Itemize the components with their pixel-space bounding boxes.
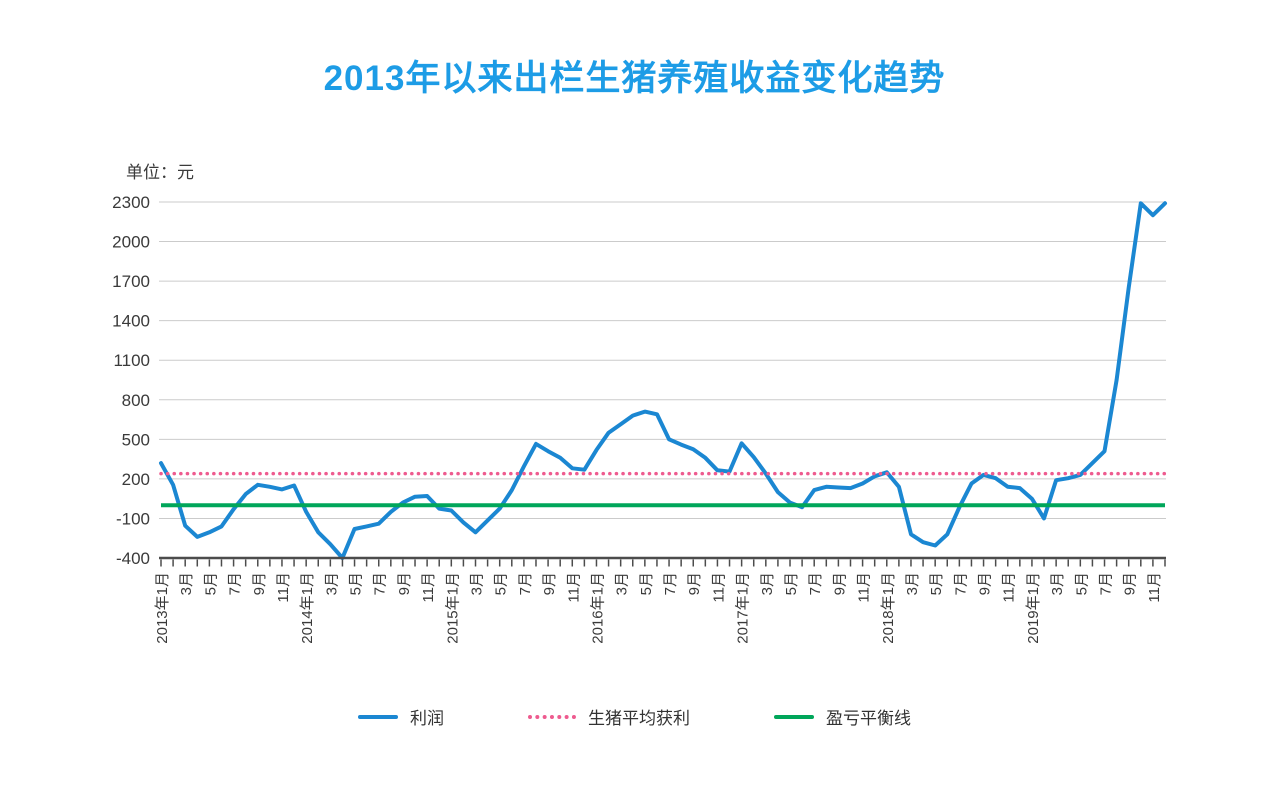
- svg-text:7月: 7月: [227, 572, 244, 595]
- x-axis-ticks: [160, 559, 1166, 567]
- svg-text:7月: 7月: [372, 572, 389, 595]
- svg-text:9月: 9月: [686, 572, 703, 595]
- svg-text:5月: 5月: [638, 572, 655, 595]
- svg-text:3月: 3月: [1049, 572, 1066, 595]
- legend-label-avg-profit: 生猪平均获利: [588, 709, 690, 728]
- svg-text:9月: 9月: [541, 572, 558, 595]
- gridlines: [159, 201, 1166, 519]
- svg-text:3月: 3月: [759, 572, 776, 595]
- svg-text:9月: 9月: [831, 572, 848, 595]
- profit-line-swatch: [358, 714, 398, 719]
- svg-text:3月: 3月: [614, 572, 631, 595]
- svg-text:1700: 1700: [112, 272, 150, 291]
- svg-text:9月: 9月: [977, 572, 994, 595]
- chart-title: 2013年以来出栏生猪养殖收益变化趋势: [323, 59, 946, 98]
- svg-text:5月: 5月: [493, 572, 510, 595]
- x-axis-tick-labels: 2013年1月 3月 5月 7月 9月 11月 2014年1月 3月 5月 7月 9月 11月 2015…: [154, 572, 1163, 644]
- svg-text:9月: 9月: [1122, 572, 1139, 595]
- svg-text:11月: 11月: [565, 572, 582, 603]
- legend-label-profit: 利润: [410, 709, 444, 728]
- svg-text:2013年1月: 2013年1月: [154, 572, 171, 644]
- svg-text:9月: 9月: [251, 572, 268, 595]
- svg-text:-100: -100: [116, 509, 150, 528]
- svg-text:9月: 9月: [396, 572, 413, 595]
- svg-text:2000: 2000: [112, 233, 150, 252]
- svg-text:5月: 5月: [783, 572, 800, 595]
- svg-text:2017年1月: 2017年1月: [735, 572, 752, 644]
- svg-text:3月: 3月: [323, 572, 340, 595]
- breakeven-line-swatch: [774, 714, 814, 719]
- svg-text:3月: 3月: [178, 572, 195, 595]
- svg-text:7月: 7月: [807, 572, 824, 595]
- svg-text:1400: 1400: [112, 312, 150, 331]
- unit-label: 单位：元: [126, 163, 194, 182]
- svg-text:11月: 11月: [275, 572, 292, 603]
- y-axis-tick-labels: 2300 2000 1700 1400 1100 800 500 200 -100 -400: [112, 193, 150, 568]
- chart-legend: 利润 生猪平均获利 盈亏平衡线: [0, 704, 1269, 729]
- svg-text:1100: 1100: [113, 351, 150, 370]
- svg-text:3月: 3月: [469, 572, 486, 595]
- avg-profit-line-swatch: [528, 714, 576, 719]
- svg-text:2300: 2300: [112, 193, 150, 212]
- svg-text:5月: 5月: [928, 572, 945, 595]
- svg-text:2016年1月: 2016年1月: [589, 572, 606, 644]
- legend-item-breakeven: 盈亏平衡线: [774, 704, 911, 729]
- svg-text:11月: 11月: [856, 572, 873, 603]
- svg-text:7月: 7月: [952, 572, 969, 595]
- svg-text:2015年1月: 2015年1月: [444, 572, 461, 644]
- svg-text:2019年1月: 2019年1月: [1025, 572, 1042, 644]
- svg-text:7月: 7月: [517, 572, 534, 595]
- svg-text:5月: 5月: [202, 572, 219, 595]
- svg-text:11月: 11月: [420, 572, 437, 603]
- svg-text:200: 200: [122, 470, 150, 489]
- svg-text:7月: 7月: [1098, 572, 1115, 595]
- legend-item-profit: 利润: [358, 704, 444, 729]
- svg-text:500: 500: [122, 430, 150, 449]
- svg-text:2014年1月: 2014年1月: [299, 572, 316, 644]
- svg-text:5月: 5月: [348, 572, 365, 595]
- legend-item-avg-profit: 生猪平均获利: [528, 704, 690, 729]
- svg-text:3月: 3月: [904, 572, 921, 595]
- svg-text:800: 800: [122, 391, 150, 410]
- legend-label-breakeven: 盈亏平衡线: [826, 709, 911, 728]
- svg-text:11月: 11月: [1001, 572, 1018, 603]
- profit-line-series: [159, 201, 1167, 560]
- svg-text:11月: 11月: [1146, 572, 1163, 603]
- svg-text:11月: 11月: [710, 572, 727, 603]
- svg-text:2018年1月: 2018年1月: [880, 572, 897, 644]
- svg-text:7月: 7月: [662, 572, 679, 595]
- svg-text:5月: 5月: [1073, 572, 1090, 595]
- svg-text:-400: -400: [116, 549, 150, 568]
